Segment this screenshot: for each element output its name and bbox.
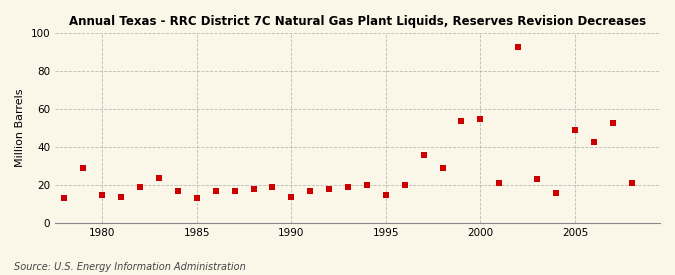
Point xyxy=(286,194,297,199)
Point xyxy=(437,166,448,170)
Point xyxy=(400,183,410,187)
Point xyxy=(494,181,505,185)
Point xyxy=(589,139,599,144)
Point xyxy=(78,166,89,170)
Point xyxy=(343,185,354,189)
Point xyxy=(192,196,202,201)
Point xyxy=(173,189,184,193)
Point xyxy=(211,189,221,193)
Point xyxy=(230,189,240,193)
Point xyxy=(570,128,580,132)
Point xyxy=(59,196,70,201)
Point xyxy=(475,117,486,121)
Point xyxy=(362,183,373,187)
Point xyxy=(381,192,392,197)
Point xyxy=(456,119,467,123)
Point xyxy=(267,185,278,189)
Point xyxy=(551,191,562,195)
Point xyxy=(154,175,165,180)
Point xyxy=(532,177,543,182)
Point xyxy=(626,181,637,185)
Point xyxy=(97,192,108,197)
Y-axis label: Million Barrels: Million Barrels xyxy=(15,89,25,167)
Point xyxy=(513,45,524,49)
Point xyxy=(248,187,259,191)
Point xyxy=(324,187,335,191)
Point xyxy=(305,189,316,193)
Title: Annual Texas - RRC District 7C Natural Gas Plant Liquids, Reserves Revision Decr: Annual Texas - RRC District 7C Natural G… xyxy=(69,15,646,28)
Text: Source: U.S. Energy Information Administration: Source: U.S. Energy Information Administ… xyxy=(14,262,245,272)
Point xyxy=(135,185,146,189)
Point xyxy=(116,194,127,199)
Point xyxy=(418,153,429,157)
Point xyxy=(608,120,618,125)
